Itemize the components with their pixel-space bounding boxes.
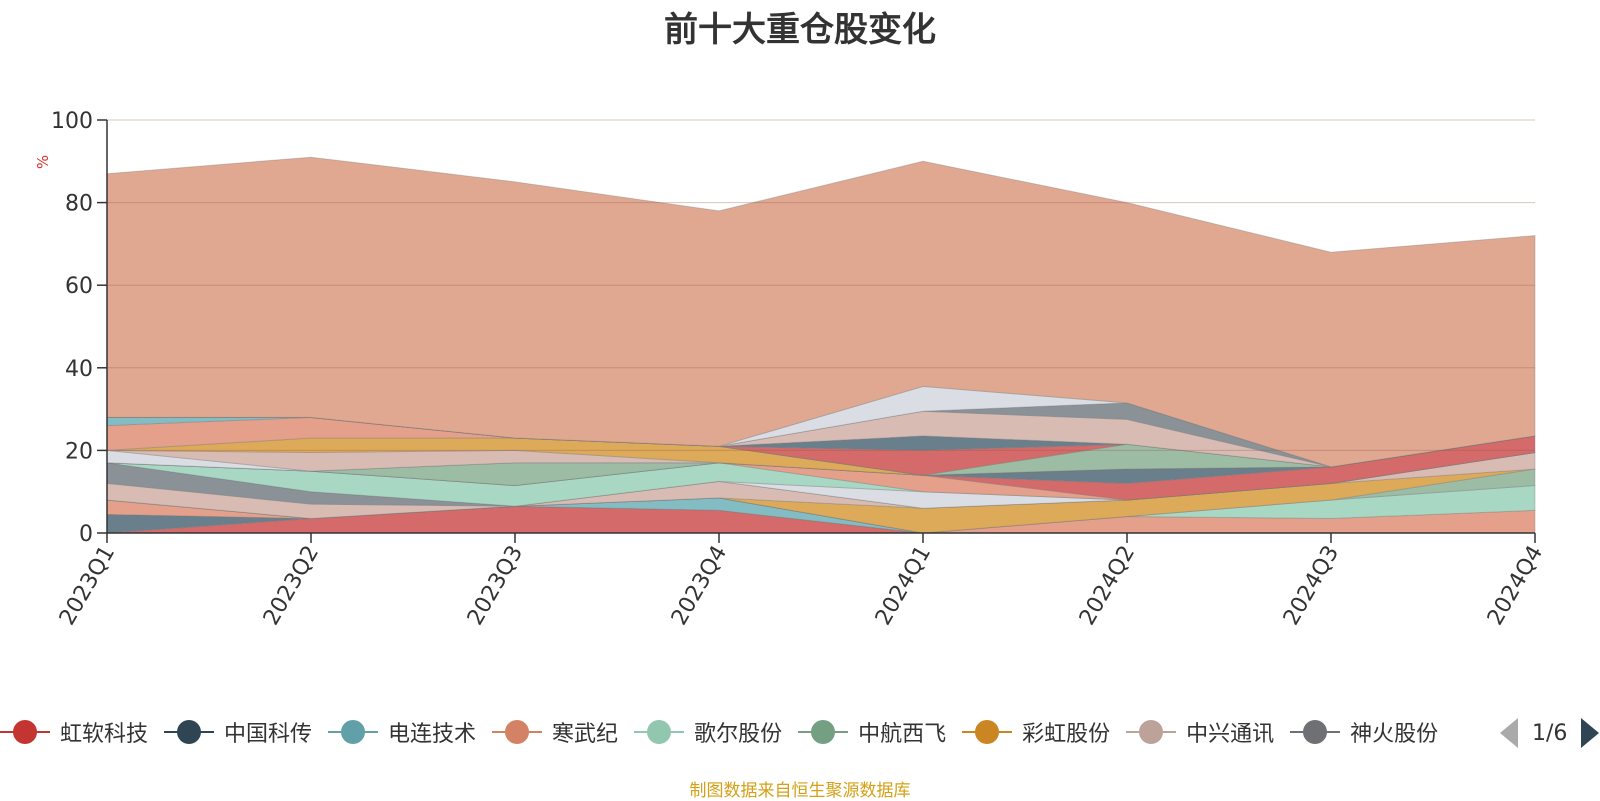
legend-marker-icon bbox=[1126, 719, 1177, 745]
legend-label: 神火股份 bbox=[1350, 722, 1439, 747]
legend-item[interactable]: 寒武纪 bbox=[492, 712, 618, 752]
x-tick-label-1: 2023Q2 bbox=[259, 542, 324, 630]
chart-area: 0 20 40 60 80 100 2023Q1 2023Q2 2023Q3 2023Q4 2024… bbox=[34, 109, 1548, 630]
y-axis-label: % bbox=[34, 155, 52, 169]
legend-item[interactable]: 电连技术 bbox=[328, 712, 476, 752]
x-tick-label-5: 2024Q2 bbox=[1075, 542, 1140, 630]
legend-item[interactable]: 中兴通讯 bbox=[1126, 712, 1274, 752]
legend-label: 彩虹股份 bbox=[1022, 722, 1111, 747]
legend-label: 电连技术 bbox=[388, 722, 477, 747]
x-tick-label-3: 2023Q4 bbox=[667, 542, 732, 630]
legend-label: 中兴通讯 bbox=[1186, 722, 1275, 747]
legend-prev-page-icon[interactable] bbox=[1500, 718, 1518, 748]
data-source-note: 制图数据来自恒生聚源数据库 bbox=[689, 781, 911, 801]
legend-next-page-icon[interactable] bbox=[1581, 718, 1600, 748]
x-tick-label-7: 2024Q4 bbox=[1483, 542, 1548, 630]
legend: 虹软科技 中国科传 电连技术 寒武纪 歌尔股份 中航西飞 彩虹股份 中兴通讯 神火股份 bbox=[0, 712, 1480, 752]
legend-label: 寒武纪 bbox=[552, 722, 619, 747]
y-tick-label-2: 40 bbox=[65, 357, 93, 382]
legend-marker-icon bbox=[492, 719, 543, 745]
legend-label: 中航西飞 bbox=[858, 722, 947, 747]
x-tick-label-0: 2023Q1 bbox=[55, 542, 120, 630]
x-tick-label-4: 2024Q1 bbox=[871, 542, 936, 630]
y-tick-label-4: 80 bbox=[65, 192, 93, 217]
chart-title: 前十大重仓股变化 bbox=[664, 10, 936, 50]
legend-label: 虹软科技 bbox=[60, 722, 149, 747]
legend-item[interactable]: 中航西飞 bbox=[798, 712, 946, 752]
legend-item[interactable]: 神火股份 bbox=[1290, 712, 1438, 752]
y-tick-label-5: 100 bbox=[51, 109, 93, 134]
legend-marker-icon bbox=[1290, 719, 1341, 745]
x-tick-label-6: 2024Q3 bbox=[1279, 542, 1344, 630]
legend-marker-icon bbox=[798, 719, 849, 745]
legend-item[interactable]: 中国科传 bbox=[164, 712, 312, 752]
grid-lines bbox=[107, 119, 1535, 451]
y-tick-label-3: 60 bbox=[65, 274, 93, 299]
area-series-26 bbox=[106, 156, 1536, 468]
y-tick-label-0: 0 bbox=[79, 522, 93, 547]
legend-label: 中国科传 bbox=[224, 722, 313, 747]
legend-item[interactable]: 虹软科技 bbox=[0, 712, 148, 752]
stacked-areas bbox=[106, 156, 1536, 534]
y-tick-label-1: 20 bbox=[65, 439, 93, 464]
legend-marker-icon bbox=[164, 719, 215, 745]
legend-item[interactable]: 歌尔股份 bbox=[634, 712, 782, 752]
legend-item[interactable]: 彩虹股份 bbox=[962, 712, 1110, 752]
legend-marker-icon bbox=[328, 719, 379, 745]
legend-label: 歌尔股份 bbox=[694, 722, 783, 747]
legend-marker-icon bbox=[962, 719, 1013, 745]
x-tick-label-2: 2023Q3 bbox=[463, 542, 528, 630]
legend-marker-icon bbox=[0, 719, 50, 745]
legend-page-indicator: 1/6 bbox=[1532, 720, 1568, 746]
legend-pager: 1/6 bbox=[1500, 716, 1600, 750]
legend-marker-icon bbox=[634, 719, 685, 745]
